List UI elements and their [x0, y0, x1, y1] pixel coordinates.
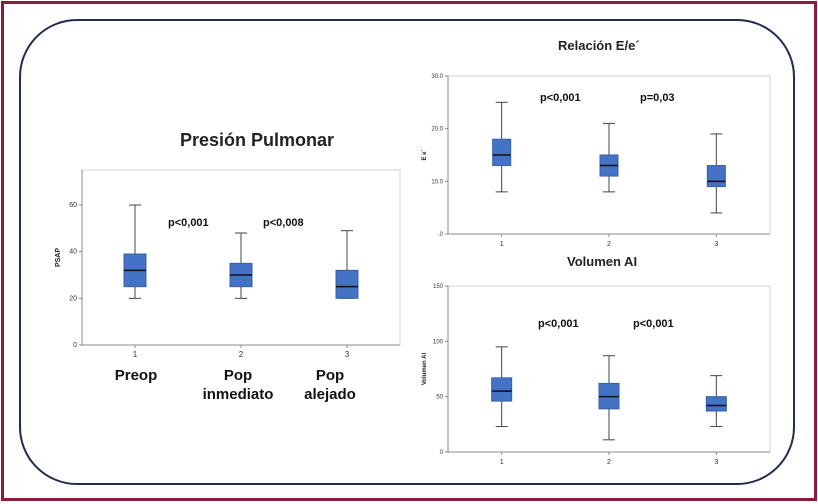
x-tick-label: 1 [500, 459, 504, 466]
rounded-panel [19, 19, 795, 485]
p-value-1: p<0,001 [168, 217, 209, 229]
y-axis-label: PSAP [55, 248, 62, 267]
box [705, 396, 727, 412]
x-tick-label: 2 [239, 350, 244, 359]
category-label-pop-alejado-line1: Pop [315, 367, 345, 384]
y-tick-label: 10.0 [431, 179, 443, 185]
x-tick-label: 1 [500, 241, 504, 248]
category-label-pop-inmediato-line1: Pop [223, 367, 253, 384]
y-tick-label: 150 [433, 284, 444, 290]
y-tick-label: 50 [436, 395, 443, 401]
chart-presion-pulmonar: 0 20 40 60 PSAP 1 2 3 [55, 169, 401, 359]
y-tick-label: 100 [433, 339, 444, 345]
chart-title-presion: Presión Pulmonar [180, 130, 335, 150]
category-label-pop-inmediato-line2: inmediato [202, 386, 274, 403]
y-tick-label: .0 [438, 232, 444, 238]
chart-title-volumen: Volumen AI [567, 254, 638, 269]
p-value-3: p<0,001 [540, 92, 581, 104]
y-tick-label: 0 [73, 342, 77, 349]
x-tick-label: 2 [607, 459, 611, 466]
y-tick-label: 30.0 [431, 74, 443, 80]
x-tick-label: 3 [345, 350, 350, 359]
chart-title-relacion: Relación E/e´ [558, 38, 640, 53]
p-value-2: p<0,008 [263, 217, 304, 229]
box [706, 165, 726, 188]
y-tick-label: 0 [440, 450, 444, 456]
y-axis-label: Volumen AI [422, 353, 428, 386]
x-tick-label: 2 [607, 241, 611, 248]
category-label-preop-line1: Preop [114, 367, 158, 384]
box [492, 138, 512, 167]
x-tick-label: 1 [133, 350, 138, 359]
y-tick-label: 20 [69, 295, 77, 302]
p-value-5: p<0,001 [538, 318, 579, 330]
y-tick-label: 20.0 [431, 127, 443, 133]
p-value-4: p=0,03 [640, 92, 675, 104]
x-tick-label: 3 [714, 459, 718, 466]
x-tick-label: 3 [714, 241, 718, 248]
category-label-pop-inmediato: Pop inmediato [193, 366, 283, 404]
box [335, 269, 359, 299]
category-label-pop-alejado: Pop alejado [285, 366, 375, 404]
category-label-pop-alejado-line2: alejado [304, 386, 356, 403]
category-label-preop: Preop [91, 366, 181, 385]
chart-volumen-ai: 0 50 100 150 Volumen AI 1 2 3 [422, 284, 771, 466]
y-axis-label: E e´ [422, 149, 428, 160]
y-tick-label: 40 [69, 249, 77, 256]
chart-relacion-ee: .0 10.0 20.0 30.0 E e´ 1 2 3 [422, 74, 771, 248]
y-tick-label: 60 [69, 202, 77, 209]
p-value-6: p<0,001 [633, 318, 674, 330]
box [491, 377, 513, 402]
